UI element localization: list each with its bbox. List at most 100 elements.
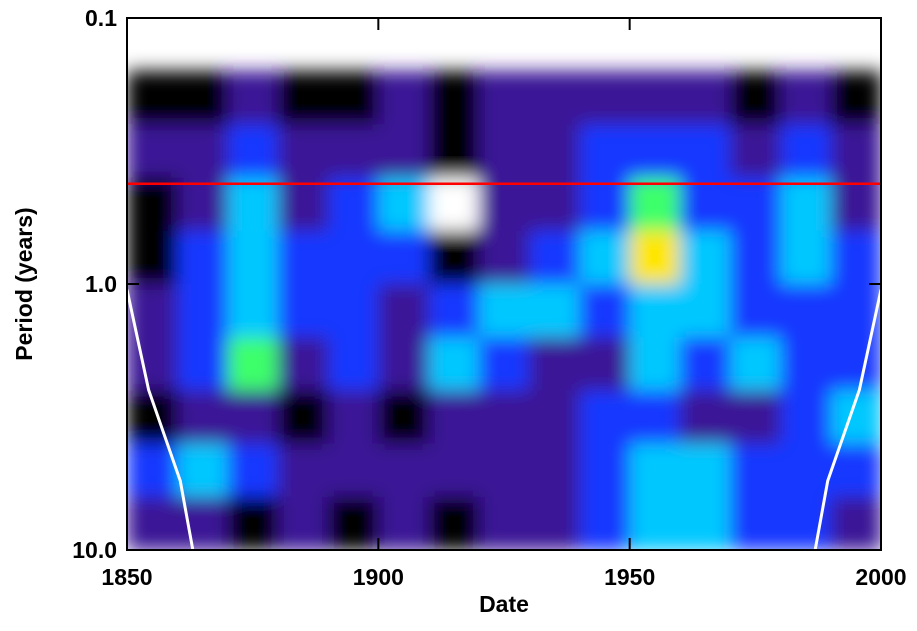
- power-cell: [529, 70, 580, 125]
- power-cell: [277, 284, 329, 338]
- x-tick-label: 1950: [604, 564, 655, 590]
- power-cell: [780, 124, 832, 179]
- power-cell: [227, 443, 279, 498]
- power-cell: [428, 70, 480, 125]
- power-cell: [830, 70, 881, 125]
- x-axis-label: Date: [479, 591, 529, 617]
- power-cell: [127, 337, 178, 391]
- power-cell: [428, 390, 480, 445]
- y-tick-label: 1.0: [85, 271, 117, 297]
- power-cell: [328, 337, 379, 391]
- power-cell: [830, 177, 881, 232]
- power-cell: [428, 496, 480, 550]
- power-cell: [127, 124, 178, 179]
- power-cell: [378, 496, 430, 550]
- power-cell: [579, 443, 631, 498]
- power-cell: [478, 284, 530, 338]
- power-cell: [478, 70, 530, 125]
- power-cell: [679, 177, 731, 232]
- power-cell: [679, 284, 731, 338]
- power-cell: [730, 284, 781, 338]
- y-tick-label: 10.0: [72, 537, 117, 563]
- power-cell: [328, 230, 379, 285]
- power-cell: [579, 496, 631, 550]
- power-cell: [428, 443, 480, 498]
- power-cell: [629, 390, 681, 445]
- power-cell: [378, 177, 430, 232]
- power-cell: [780, 337, 832, 391]
- power-cell: [177, 124, 229, 179]
- power-cell: [529, 443, 580, 498]
- power-cell: [378, 124, 430, 179]
- power-cell: [730, 443, 781, 498]
- power-cell: [127, 230, 178, 285]
- power-cell: [780, 230, 832, 285]
- power-cell: [730, 70, 781, 125]
- power-cell: [277, 496, 329, 550]
- power-cell: [277, 70, 329, 125]
- power-cell: [328, 284, 379, 338]
- power-cell: [629, 177, 681, 232]
- power-cell: [730, 177, 781, 232]
- power-cell: [579, 337, 631, 391]
- power-cell: [830, 124, 881, 179]
- cone-of-influence: [813, 289, 881, 550]
- x-tick-label: 1900: [353, 564, 404, 590]
- power-cell: [277, 177, 329, 232]
- power-cell: [227, 390, 279, 445]
- power-cell: [378, 284, 430, 338]
- power-cell: [529, 124, 580, 179]
- power-cell: [428, 177, 480, 232]
- power-cell: [579, 390, 631, 445]
- power-cell: [277, 443, 329, 498]
- x-tick-label: 1850: [101, 564, 152, 590]
- power-cell: [529, 177, 580, 232]
- power-cell: [227, 284, 279, 338]
- power-cell: [227, 70, 279, 125]
- power-cell: [478, 124, 530, 179]
- power-cell: [177, 230, 229, 285]
- power-cell: [227, 177, 279, 232]
- power-cell: [529, 390, 580, 445]
- power-cell: [127, 177, 178, 232]
- power-cell: [177, 337, 229, 391]
- y-tick-label: 0.1: [85, 5, 117, 31]
- power-cell: [679, 443, 731, 498]
- power-cell: [679, 496, 731, 550]
- power-cell: [529, 337, 580, 391]
- power-cell: [529, 230, 580, 285]
- power-cell: [629, 230, 681, 285]
- power-cell: [328, 70, 379, 125]
- power-cell: [780, 443, 832, 498]
- power-cell: [277, 230, 329, 285]
- power-cell: [328, 443, 379, 498]
- heatmap: [127, 70, 881, 550]
- power-cell: [730, 496, 781, 550]
- power-cell: [579, 230, 631, 285]
- x-tick-label: 2000: [855, 564, 906, 590]
- power-cell: [679, 230, 731, 285]
- power-cell: [730, 124, 781, 179]
- cone-of-influence: [127, 289, 195, 550]
- power-cell: [277, 390, 329, 445]
- power-cell: [127, 496, 178, 550]
- power-cell: [328, 124, 379, 179]
- power-cell: [177, 284, 229, 338]
- power-cell: [780, 70, 832, 125]
- power-cell: [227, 124, 279, 179]
- power-cell: [478, 230, 530, 285]
- power-cell: [830, 496, 881, 550]
- power-cell: [679, 70, 731, 125]
- power-cell: [428, 284, 480, 338]
- power-cell: [177, 70, 229, 125]
- power-cell: [328, 390, 379, 445]
- power-cell: [478, 443, 530, 498]
- power-field: [127, 70, 881, 550]
- power-cell: [579, 124, 631, 179]
- power-cell: [830, 337, 881, 391]
- power-cell: [629, 284, 681, 338]
- power-cell: [529, 496, 580, 550]
- power-cell: [629, 124, 681, 179]
- power-cell: [227, 496, 279, 550]
- power-cell: [328, 496, 379, 550]
